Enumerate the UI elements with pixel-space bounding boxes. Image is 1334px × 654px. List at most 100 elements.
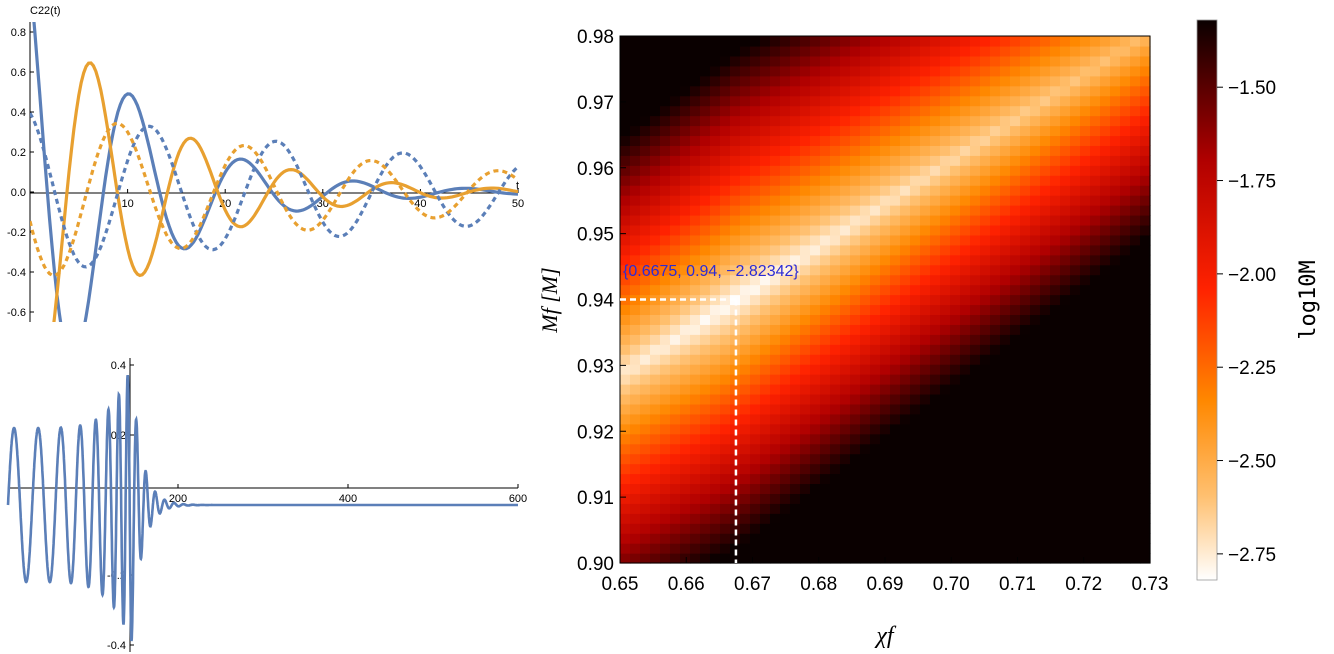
heatmap-cell <box>740 85 751 97</box>
heatmap-cell <box>740 453 751 465</box>
heatmap-cell <box>920 185 931 196</box>
heatmap-cell <box>620 244 631 256</box>
heatmap-cell <box>1070 244 1081 256</box>
heatmap-cell <box>900 433 911 445</box>
heatmap-cell <box>1110 45 1121 57</box>
heatmap-cell <box>710 433 721 445</box>
heatmap-cell <box>680 95 691 107</box>
heatmap-cell <box>800 36 811 47</box>
heatmap-cell <box>630 105 641 117</box>
heatmap-cell <box>660 125 671 137</box>
heatmap-cell <box>970 175 981 186</box>
heatmap-cell <box>950 195 961 206</box>
heatmap-cell <box>850 423 861 435</box>
heatmap-cell <box>1140 244 1151 256</box>
heatmap-cell <box>1020 115 1031 127</box>
heatmap-cell <box>1060 364 1071 375</box>
heatmap-cell <box>870 503 881 514</box>
heatmap-cell <box>1120 294 1131 306</box>
heatmap-cell <box>970 214 981 226</box>
heatmap-cell <box>850 453 861 465</box>
heatmap-cell <box>1020 393 1031 405</box>
heatmap-cell <box>810 453 821 465</box>
heatmap-cell <box>1140 503 1151 514</box>
heatmap-cell <box>1050 314 1061 325</box>
heatmap-cell <box>1060 354 1071 365</box>
heatmap-cell <box>840 344 851 355</box>
heatmap-cell <box>800 105 811 117</box>
heatmap-cell <box>840 284 851 296</box>
heatmap-cell <box>930 513 941 524</box>
heatmap-cell <box>760 374 771 385</box>
heatmap-cell <box>1020 334 1031 345</box>
heatmap-cell <box>860 523 871 534</box>
heatmap-cell <box>1060 403 1071 415</box>
heatmap-cell <box>800 493 811 504</box>
heatmap-cell <box>1040 463 1051 475</box>
heatmap-cell <box>1080 393 1091 405</box>
heatmap-cell <box>1070 324 1081 335</box>
heatmap-cell <box>640 483 651 494</box>
heatmap-cell <box>720 185 731 196</box>
heatmap-cell <box>1060 413 1071 425</box>
heatmap-cell <box>680 364 691 375</box>
heatmap-cell <box>660 234 671 246</box>
heatmap-cell <box>870 75 881 87</box>
heatmap-cell <box>850 553 861 564</box>
heatmap-cell <box>830 284 841 296</box>
heatmap-cell <box>850 503 861 514</box>
heatmap-cell <box>850 473 861 485</box>
heatmap-cell <box>700 145 711 156</box>
heatmap-cell <box>770 105 781 117</box>
heatmap-cell <box>770 254 781 266</box>
heatmap-cell <box>1070 254 1081 266</box>
heatmap-cell <box>830 115 841 127</box>
heatmap-cell <box>780 453 791 465</box>
heatmap-cell <box>1060 304 1071 316</box>
heatmap-cell <box>780 175 791 186</box>
heatmap-cell <box>790 453 801 465</box>
heatmap-cell <box>630 473 641 485</box>
heatmap-cell <box>640 443 651 455</box>
heatmap-cell <box>730 185 741 196</box>
heatmap-cell <box>760 214 771 226</box>
heatmap-cell <box>1030 543 1041 554</box>
heatmap-cell <box>740 65 751 77</box>
heatmap-cell <box>740 374 751 385</box>
heatmap-cell <box>1050 433 1061 445</box>
heatmap-cell <box>780 533 791 544</box>
heatmap-cell <box>1080 304 1091 316</box>
heatmap-cell <box>890 493 901 504</box>
heatmap-cell <box>660 85 671 97</box>
heatmap-cell <box>1010 543 1021 554</box>
heatmap-cell <box>840 513 851 524</box>
heatmap-cell <box>930 294 941 306</box>
heatmap-cell <box>770 214 781 226</box>
heatmap-cell <box>1040 224 1051 236</box>
heatmap-cell <box>750 403 761 415</box>
heatmap-cell <box>980 453 991 465</box>
heatmap-cell <box>1070 413 1081 425</box>
heatmap-cell <box>1000 234 1011 246</box>
heatmap-cell <box>960 513 971 524</box>
heatmap-cell <box>880 195 891 206</box>
heatmap-cell <box>700 165 711 176</box>
heatmap-cell <box>700 274 711 286</box>
heatmap-cell <box>880 443 891 455</box>
heatmap-cell <box>1000 423 1011 435</box>
colorbar-tick-label: −2.50 <box>1228 452 1276 473</box>
heatmap-cell <box>930 135 941 146</box>
heatmap-cell <box>1100 115 1111 127</box>
heatmap-cell <box>940 75 951 87</box>
heatmap-cell <box>1070 175 1081 186</box>
y-tick-label: 0.94 <box>577 291 614 312</box>
heatmap-cell <box>650 165 661 176</box>
heatmap-cell <box>630 314 641 325</box>
heatmap-cell <box>880 234 891 246</box>
heatmap-cell <box>1040 195 1051 206</box>
heatmap-cell <box>960 384 971 395</box>
heatmap-cell <box>1010 503 1021 514</box>
heatmap-cell <box>710 374 721 385</box>
heatmap-cell <box>1100 493 1111 504</box>
heatmap-cell <box>620 224 631 236</box>
